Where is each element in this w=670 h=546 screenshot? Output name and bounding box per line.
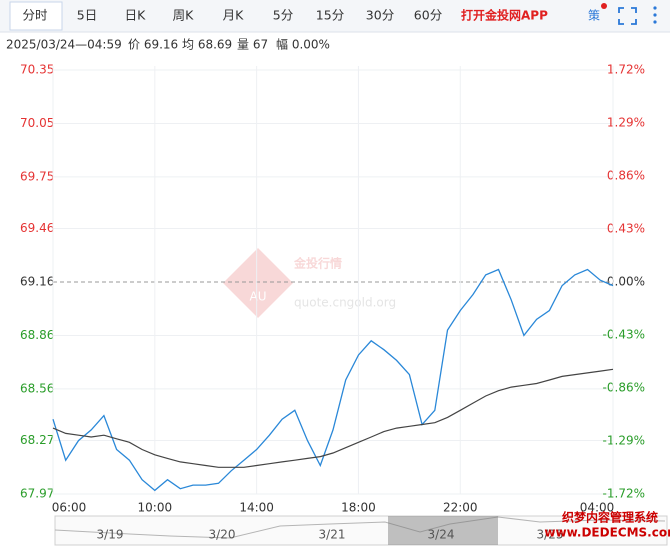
tab[interactable]: 分时 [22, 8, 48, 23]
x-tick-label: 06:00 [52, 501, 87, 515]
tab[interactable]: 15分 [316, 8, 344, 23]
watermark-brand: 金投行情 [293, 256, 342, 271]
strategy-button[interactable]: 策 [588, 9, 600, 23]
active-tab-bg [9, 1, 63, 31]
x-tick-label: 10:00 [138, 501, 173, 515]
y2-tick-label: -0.43% [603, 328, 645, 342]
x-tick-label: 22:00 [443, 501, 478, 515]
tab[interactable]: 月K [223, 8, 245, 23]
y2-tick-label: 1.29% [607, 116, 645, 130]
navigator-date: 3/20 [209, 528, 236, 542]
series-line [52, 368, 614, 468]
tab[interactable]: 5日 [77, 8, 97, 23]
overlay-text: 织梦内容管理系统 [562, 510, 658, 525]
y2-tick-label: 0.43% [607, 222, 645, 236]
y-tick-label: 69.75 [20, 169, 54, 183]
x-tick-label: 04:00 [580, 501, 615, 515]
y2-tick-label: -1.29% [603, 434, 645, 448]
tab[interactable]: 30分 [366, 8, 394, 23]
badge-dot [601, 3, 607, 9]
x-tick-label: 18:00 [341, 501, 376, 515]
info-text: 2025/03/24—04:59 [6, 38, 122, 52]
tab[interactable]: 周K [173, 8, 195, 23]
y-tick-label: 68.56 [20, 381, 54, 395]
overlay-text: www.DEDECMS.com [544, 526, 670, 540]
x-tick-label: 14:00 [239, 501, 274, 515]
tab[interactable]: 日K [125, 8, 147, 23]
y-tick-label: 69.16 [20, 275, 54, 289]
app-link[interactable]: 打开金投网APP [461, 8, 548, 23]
navigator-date: 3/25 [537, 528, 564, 542]
tab[interactable]: 60分 [414, 8, 442, 23]
series-line [52, 268, 614, 492]
navigator-date: 3/19 [97, 528, 124, 542]
watermark-logo: AU [250, 290, 267, 304]
info-text: 量 67 [237, 38, 268, 52]
navigator-date: 3/21 [319, 528, 346, 542]
fullscreen-icon[interactable] [618, 7, 637, 25]
y-tick-label: 68.27 [20, 433, 54, 447]
info-text: 幅 0.00% [276, 37, 330, 52]
y2-tick-label: -0.86% [603, 381, 645, 395]
y-tick-label: 70.05 [20, 116, 54, 130]
info-text: 均 68.69 [182, 38, 232, 52]
watermark-url: quote.cngold.org [294, 296, 396, 310]
y2-tick-label: 0.00% [607, 275, 645, 289]
tab-bar [0, 0, 670, 32]
navigator-window[interactable] [388, 516, 498, 545]
more-icon[interactable] [653, 6, 657, 24]
watermark: AU 金投行情 quote.cngold.org [223, 248, 396, 318]
y2-tick-label: 1.72% [607, 63, 645, 77]
y-tick-label: 69.46 [20, 221, 54, 235]
navigator-preview [54, 516, 666, 539]
info-text: 价 69.16 [128, 38, 178, 52]
tab[interactable]: 5分 [273, 8, 293, 23]
navigator-date: 3/24 [428, 528, 455, 542]
y-tick-label: 68.86 [20, 328, 54, 342]
y-tick-label: 70.35 [20, 63, 54, 77]
y2-tick-label: -1.72% [603, 487, 645, 501]
y2-tick-label: 0.86% [607, 169, 645, 183]
y-tick-label: 67.97 [20, 487, 54, 501]
